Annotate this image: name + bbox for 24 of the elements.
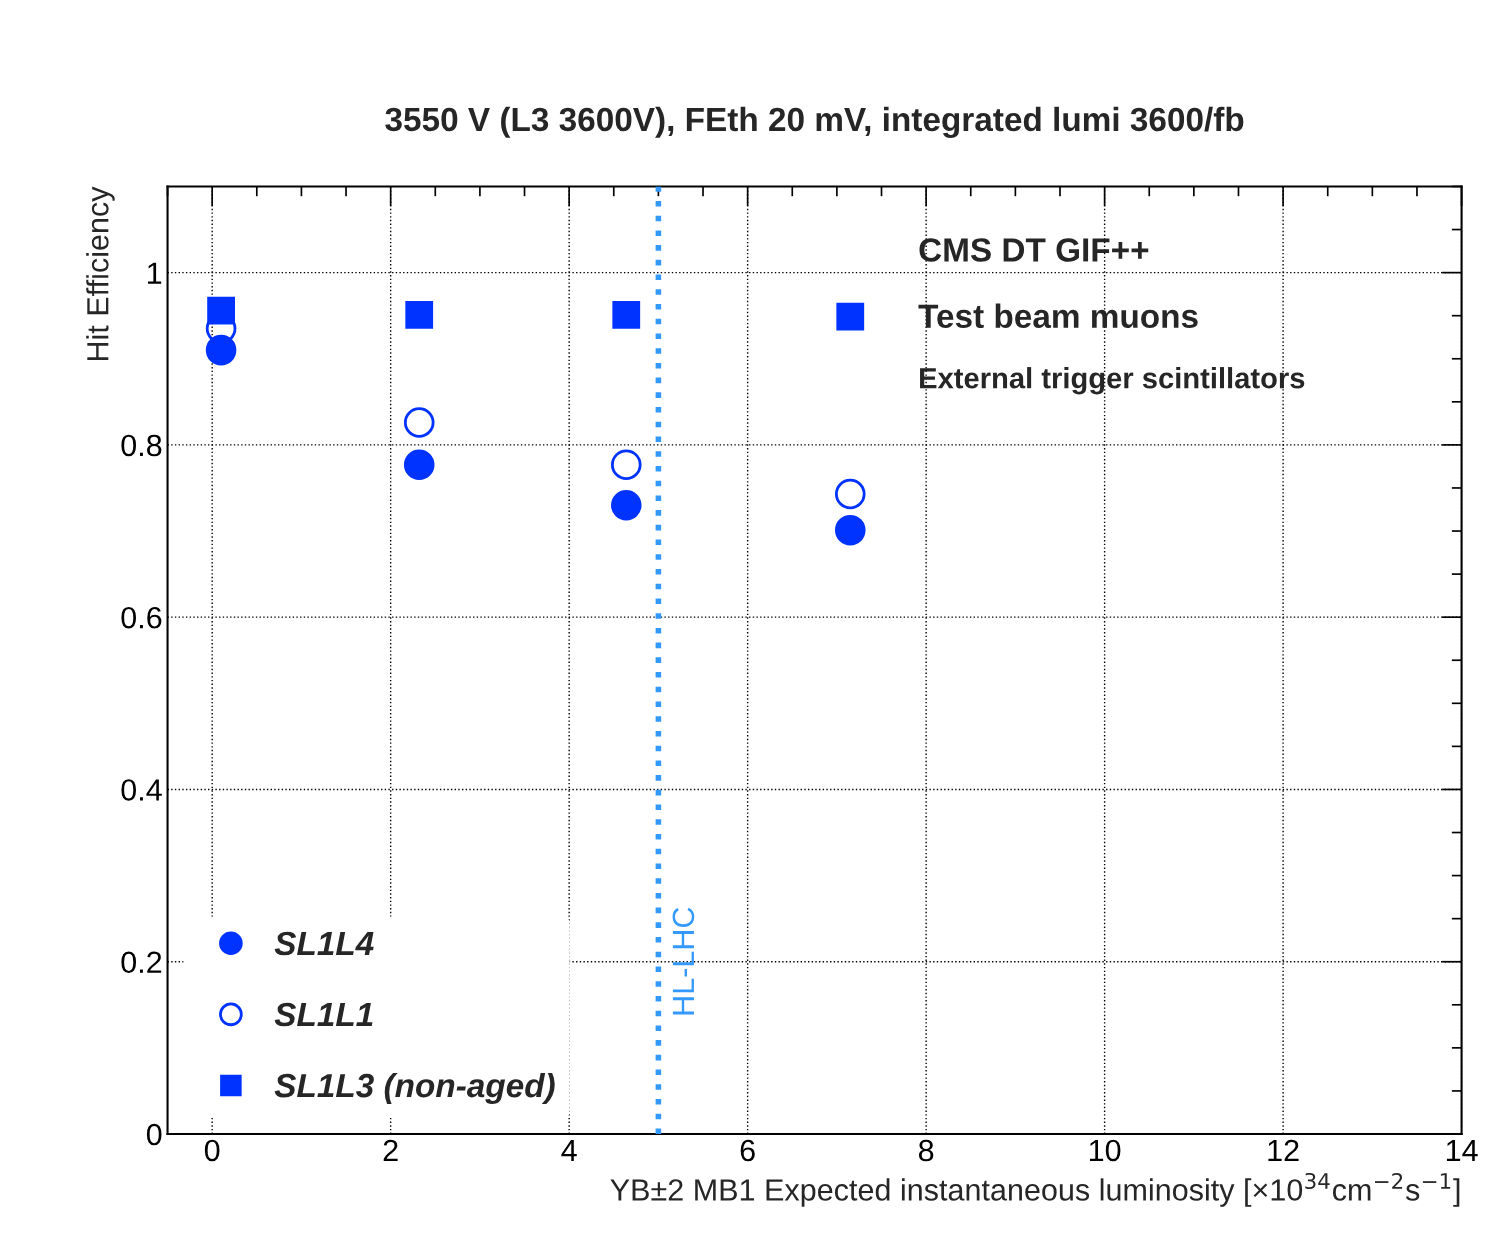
annotation: CMS DT GIF++ xyxy=(919,238,1149,262)
x-tick-label: 12 xyxy=(1268,1139,1299,1161)
y-tick-label: 1 xyxy=(148,262,162,284)
y-tick-label: 0 xyxy=(146,1123,162,1146)
x-tick-label: 14 xyxy=(1446,1139,1478,1161)
y-axis-title: Hit Efficiency xyxy=(86,186,115,361)
y-tick-label: 0.2 xyxy=(121,951,162,974)
y-tick-label: 0.8 xyxy=(121,434,162,457)
chart-title: 3550 V (L3 3600V), FEth 20 mV, integrated lumi 3600/fb xyxy=(385,106,1244,138)
y-tick-label: 0.6 xyxy=(121,606,162,629)
y-tick-label: 0.4 xyxy=(121,779,162,801)
legend-label: SL1L4 xyxy=(274,931,374,956)
ref-line-label: HL-LHC xyxy=(672,907,695,1015)
annotation: External trigger scintillators xyxy=(920,367,1305,395)
x-tick-label: 6 xyxy=(740,1139,755,1162)
legend-label: SL1L1 xyxy=(274,1002,373,1027)
x-tick-label: 0 xyxy=(204,1139,220,1162)
x-tick-label: 8 xyxy=(918,1139,934,1162)
annotation: Test beam muons xyxy=(918,303,1198,329)
x-tick-label: 2 xyxy=(383,1139,398,1161)
x-tick-label: 4 xyxy=(561,1139,577,1161)
x-axis-title: YB±2 MB1 Expected instantaneous luminosity [×10$^{34}$cm$^{−2}$s$^{−1}$] xyxy=(610,1172,1460,1207)
x-tick-label: 10 xyxy=(1089,1139,1121,1162)
legend-label: SL1L3 (non-aged) xyxy=(274,1072,555,1104)
